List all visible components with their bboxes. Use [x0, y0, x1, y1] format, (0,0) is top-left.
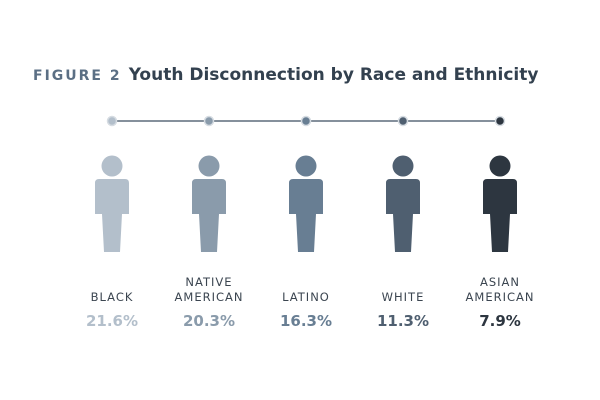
figure-heading: Youth Disconnection by Race and Ethnicit…	[128, 65, 539, 85]
category-label: AMERICAN	[466, 290, 535, 304]
person-icon	[386, 155, 420, 252]
category-label: LATINO	[282, 290, 330, 304]
category-label: BLACK	[91, 290, 134, 304]
category-label: NATIVE	[185, 275, 232, 289]
category-label: ASIAN	[480, 275, 520, 289]
timeline-node	[397, 115, 409, 127]
value-label: 11.3%	[377, 312, 429, 330]
value-label: 16.3%	[280, 312, 332, 330]
category-label: AMERICAN	[175, 290, 244, 304]
person-icon	[95, 155, 129, 252]
timeline-node	[300, 115, 312, 127]
person-icon	[483, 155, 517, 252]
person-icon	[192, 155, 226, 252]
value-label: 21.6%	[86, 312, 138, 330]
timeline-node	[494, 115, 506, 127]
value-label: 7.9%	[479, 312, 521, 330]
category-label: WHITE	[382, 290, 425, 304]
figure-title: FIGURE 2 Youth Disconnection by Race and…	[33, 65, 538, 86]
timeline-node	[106, 115, 118, 127]
figure-number: FIGURE 2	[33, 68, 122, 84]
value-label: 20.3%	[183, 312, 235, 330]
person-icon	[289, 155, 323, 252]
timeline-node	[203, 115, 215, 127]
